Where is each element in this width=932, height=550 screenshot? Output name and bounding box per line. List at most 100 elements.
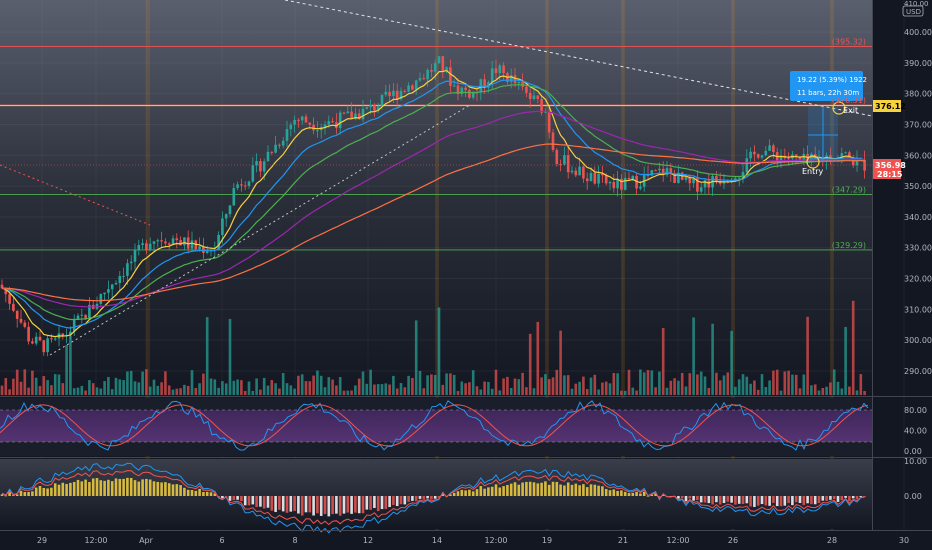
- volume-bar-110: [418, 370, 422, 395]
- volume-bar-179: [680, 372, 684, 395]
- macd-bar-108: [411, 496, 414, 501]
- candle-body-138: [525, 86, 528, 93]
- macd-bar-15: [57, 484, 61, 496]
- volume-bar-72: [274, 383, 277, 395]
- macd-bar-120: [456, 491, 460, 496]
- macd-bar-9: [34, 487, 38, 496]
- volume-bar-59: [224, 383, 228, 395]
- macd-bar-223: [848, 496, 851, 502]
- candle-body-141: [536, 95, 540, 100]
- candle-body-180: [684, 176, 688, 180]
- entry-marker[interactable]: Entry: [802, 155, 824, 176]
- macd-axis[interactable]: 10.00 0.00: [904, 457, 927, 501]
- price-tick-9: 310.00: [904, 305, 932, 314]
- volume-bar-84: [319, 375, 323, 395]
- macd-bar-162: [616, 490, 619, 496]
- price-levels: [0, 46, 872, 251]
- candle-body-18: [69, 331, 72, 336]
- candle-body-185: [703, 180, 707, 188]
- macd-bar-213: [810, 496, 813, 505]
- session-band-1: [435, 0, 439, 531]
- exit-marker[interactable]: Exit: [832, 101, 858, 115]
- candle-body-37: [141, 243, 144, 246]
- volume-bar-199: [756, 389, 760, 395]
- volume-bar-219: [832, 369, 836, 395]
- time-tick-5: 12: [363, 536, 373, 545]
- measure-tooltip: 19.22 (5.39%) 1922 11 bars, 22h 30m: [790, 71, 867, 101]
- volume-bar-189: [718, 380, 722, 395]
- volume-bar-162: [616, 373, 619, 395]
- candle-body-195: [741, 172, 745, 178]
- macd-bar-6: [23, 492, 27, 496]
- candle-body-127: [483, 79, 486, 88]
- candle-body-142: [540, 99, 543, 113]
- candle-body-145: [551, 132, 555, 150]
- volume-bar-223: [848, 386, 851, 395]
- volume-bar-216: [821, 388, 825, 395]
- volume-bar-208: [791, 374, 794, 395]
- candle-body-101: [384, 91, 388, 95]
- macd-bar-208: [791, 496, 794, 506]
- stochastic-axis[interactable]: 80.00 40.00 0.00: [904, 406, 927, 456]
- macd-bar-82: [312, 496, 315, 516]
- volume-bar-61: [232, 380, 236, 395]
- candle-body-123: [468, 89, 471, 98]
- time-axis[interactable]: 29 12:00 Apr 6 8 12 14 12:00 19 21 12:00 26 28 30: [37, 536, 909, 545]
- candle-body-69: [262, 161, 266, 172]
- volume-bar-74: [281, 373, 285, 395]
- volume-bar-158: [601, 382, 604, 395]
- candle-body-0: [0, 284, 4, 289]
- macd-bar-103: [392, 496, 395, 505]
- macd-bar-10: [38, 486, 42, 496]
- volume-bar-207: [787, 370, 790, 395]
- macd-bar-71: [270, 496, 274, 511]
- macd-bar-144: [547, 484, 551, 496]
- volume-bar-226: [859, 374, 863, 395]
- candle-body-140: [532, 95, 536, 100]
- candle-body-155: [589, 172, 593, 182]
- volume-bar-118: [449, 373, 452, 395]
- volume-bar-139: [528, 333, 532, 395]
- candle-body-166: [631, 175, 635, 180]
- volume-bar-51: [194, 388, 198, 395]
- candle-body-43: [164, 241, 167, 244]
- tooltip-line-1: 19.22 (5.39%) 1922: [797, 76, 867, 84]
- volume-bar-174: [661, 328, 665, 395]
- volume-bar-192: [730, 330, 733, 395]
- volume-bar-69: [262, 377, 266, 395]
- volume-bar-107: [407, 375, 410, 395]
- descending-trendline[interactable]: [284, 0, 873, 117]
- macd-bar-119: [452, 492, 456, 496]
- macd-bar-7: [27, 491, 30, 496]
- candle-body-110: [418, 78, 422, 81]
- session-band-4: [731, 0, 735, 531]
- price-axis[interactable]: 400.00 390.00 380.00 370.00 360.00 350.00 340.…: [904, 28, 932, 376]
- ascending-trendline[interactable]: [49, 104, 471, 356]
- volume-bar-187: [711, 323, 714, 395]
- time-tick-11: 26: [728, 536, 738, 545]
- candle-body-62: [236, 184, 239, 189]
- candle-body-53: [202, 246, 205, 253]
- macd-bar-195: [741, 496, 745, 505]
- volume-bar-194: [737, 379, 741, 395]
- macd-bar-26: [99, 480, 103, 496]
- macd-bar-19: [72, 482, 76, 496]
- volume-bar-201: [764, 387, 768, 395]
- macd-bar-125: [475, 489, 479, 496]
- volume-bar-115: [437, 307, 441, 395]
- candle-body-146: [555, 149, 559, 164]
- volume-bar-37: [141, 371, 144, 395]
- macd-bar-147: [559, 484, 562, 496]
- currency-badge[interactable]: USD: [902, 5, 924, 17]
- candle-body-34: [129, 261, 133, 264]
- candle-body-161: [612, 181, 616, 189]
- ma-longest-line: [1, 143, 865, 302]
- volume-bar-164: [623, 390, 627, 395]
- price-tick-0: 400.00: [904, 28, 932, 37]
- macd-bar-57: [217, 496, 220, 498]
- currency-label: USD: [906, 8, 921, 16]
- macd-bar-49: [186, 489, 190, 496]
- macd-bar-214: [813, 496, 817, 505]
- volume-bar-170: [646, 370, 650, 395]
